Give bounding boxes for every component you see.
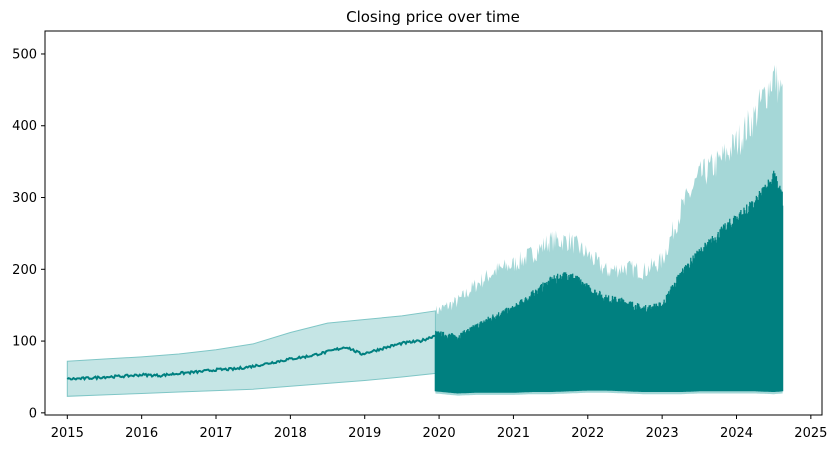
x-tick-label: 2021: [497, 426, 530, 441]
uncertainty-band-early: [66, 310, 436, 397]
closing-price-line: [66, 334, 436, 381]
x-tick-label: 2019: [348, 426, 381, 441]
axes-frame: [44, 30, 823, 416]
x-tick-label: 2025: [794, 426, 827, 441]
x-tick-label: 2024: [720, 426, 753, 441]
x-tick-label: 2020: [423, 426, 456, 441]
x-tick-label: 2022: [571, 426, 604, 441]
x-tick-label: 2017: [199, 426, 232, 441]
y-tick-label: 300: [12, 191, 37, 206]
x-tick-label: 2018: [274, 426, 307, 441]
x-tick-label: 2015: [51, 426, 84, 441]
x-axis: 2015 2016 2017 2018 2019 2020 2021 2022 2023 2024…: [51, 415, 827, 441]
chart-title: Closing price over time: [346, 8, 520, 26]
x-tick-label: 2023: [646, 426, 679, 441]
y-axis: 0 100 200 300 400 500: [12, 47, 45, 421]
x-tick-label: 2016: [125, 426, 158, 441]
y-tick-label: 400: [12, 119, 37, 134]
closing-price-dense-series: [434, 170, 784, 394]
y-tick-label: 0: [29, 406, 37, 421]
y-tick-label: 200: [12, 263, 37, 278]
y-tick-label: 500: [12, 47, 37, 62]
y-tick-label: 100: [12, 335, 37, 350]
plot-area: [66, 64, 784, 397]
